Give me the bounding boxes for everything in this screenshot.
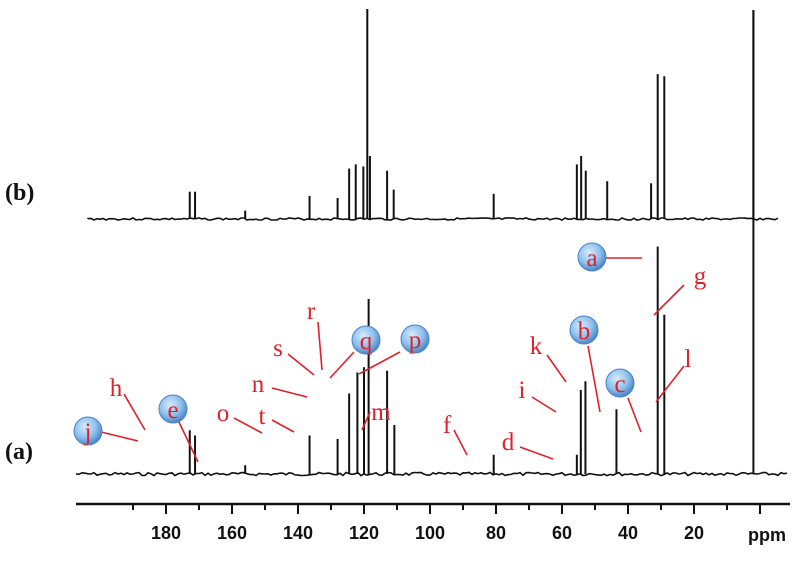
label-bubble-p: [400, 324, 430, 354]
peak-label-m: m: [371, 399, 391, 426]
peak-label-g: g: [694, 263, 707, 290]
peak-annotation-n: n: [252, 371, 308, 398]
peak-annotation-k: k: [530, 333, 567, 383]
peak-annotation-i: i: [519, 377, 557, 413]
peak-label-b: b: [578, 318, 591, 345]
spectrum-trace-b: [87, 216, 779, 222]
peak-annotation-j: j: [73, 416, 139, 446]
peak-label-q: q: [360, 328, 373, 355]
leader-line-c: [627, 397, 642, 433]
peak-annotation-f: f: [443, 412, 468, 456]
peak-annotation-h: h: [110, 375, 146, 431]
leader-line-h: [123, 393, 146, 431]
x-tick-label-80: 80: [486, 523, 506, 543]
x-tick-label-40: 40: [618, 523, 638, 543]
peak-annotation-b: b: [569, 315, 601, 413]
leader-line-n: [271, 387, 308, 398]
x-tick-label-100: 100: [415, 523, 445, 543]
leader-line-o: [233, 417, 263, 434]
peak-label-r: r: [307, 298, 316, 325]
spectrum-trace-a: [75, 471, 788, 477]
leader-line-d: [519, 446, 554, 460]
peak-annotation-q: q: [329, 325, 381, 379]
x-axis-unit: ppm: [748, 525, 786, 545]
peak-label-c: c: [614, 371, 625, 398]
peak-annotation-o: o: [217, 400, 263, 434]
x-tick-label-180: 180: [151, 523, 181, 543]
peak-label-n: n: [252, 371, 265, 398]
peak-annotation-d: d: [502, 429, 554, 460]
peak-label-k: k: [530, 333, 543, 360]
peak-label-t: t: [259, 403, 266, 430]
peak-label-f: f: [443, 412, 452, 439]
peak-annotation-c: c: [605, 368, 642, 433]
peak-label-l: l: [685, 346, 692, 373]
leader-line-i: [531, 396, 557, 413]
peak-annotation-a: a: [577, 242, 642, 272]
peak-annotation-e: e: [158, 394, 199, 463]
leader-line-f: [453, 429, 468, 456]
label-bubble-q: [351, 325, 381, 355]
leader-line-p: [358, 351, 401, 375]
leader-line-b: [587, 345, 601, 413]
peak-label-d: d: [502, 429, 515, 456]
peak-label-o: o: [217, 400, 230, 427]
leader-line-e: [177, 419, 199, 463]
peak-label-e: e: [167, 397, 178, 424]
peak-annotation-t: t: [259, 403, 295, 433]
label-bubble-c: [605, 368, 635, 398]
peak-annotation-r: r: [307, 298, 323, 371]
leader-line-t: [271, 419, 295, 433]
x-tick-label-60: 60: [552, 523, 572, 543]
leader-line-m: [361, 411, 371, 431]
x-tick-label-20: 20: [684, 523, 704, 543]
peak-label-j: j: [84, 419, 92, 446]
leader-line-s: [287, 353, 315, 376]
spectrum-a-peaks: [188, 10, 755, 474]
leader-line-k: [546, 354, 567, 383]
x-tick-label-160: 160: [217, 523, 247, 543]
label-bubble-b: [569, 315, 599, 345]
x-axis-ticks: 180 160 140 120 100 80 60 40 20: [132, 504, 761, 543]
label-bubble-j: [73, 416, 103, 446]
leader-line-r: [317, 321, 323, 371]
peak-annotation-m: m: [361, 399, 391, 431]
trace-label-b: (b): [5, 180, 34, 206]
spectrum-b-peaks: [188, 9, 755, 219]
x-tick-label-140: 140: [283, 523, 313, 543]
peak-annotation-l: l: [655, 346, 692, 403]
label-bubble-a: [577, 242, 607, 272]
peak-label-p: p: [409, 327, 422, 354]
peak-annotation-g: g: [653, 263, 707, 316]
trace-label-a: (a): [5, 439, 33, 465]
leader-line-q: [329, 351, 355, 379]
leader-line-j: [100, 431, 139, 442]
peak-label-s: s: [273, 335, 283, 362]
x-tick-label-120: 120: [349, 523, 379, 543]
leader-line-g: [653, 284, 685, 316]
peak-annotation-p: p: [358, 324, 430, 375]
peak-label-a: a: [586, 245, 597, 272]
leader-line-l: [655, 365, 685, 403]
peak-label-i: i: [519, 377, 526, 404]
peak-label-h: h: [110, 375, 123, 402]
label-bubble-e: [158, 394, 188, 424]
peak-annotation-s: s: [273, 335, 315, 376]
